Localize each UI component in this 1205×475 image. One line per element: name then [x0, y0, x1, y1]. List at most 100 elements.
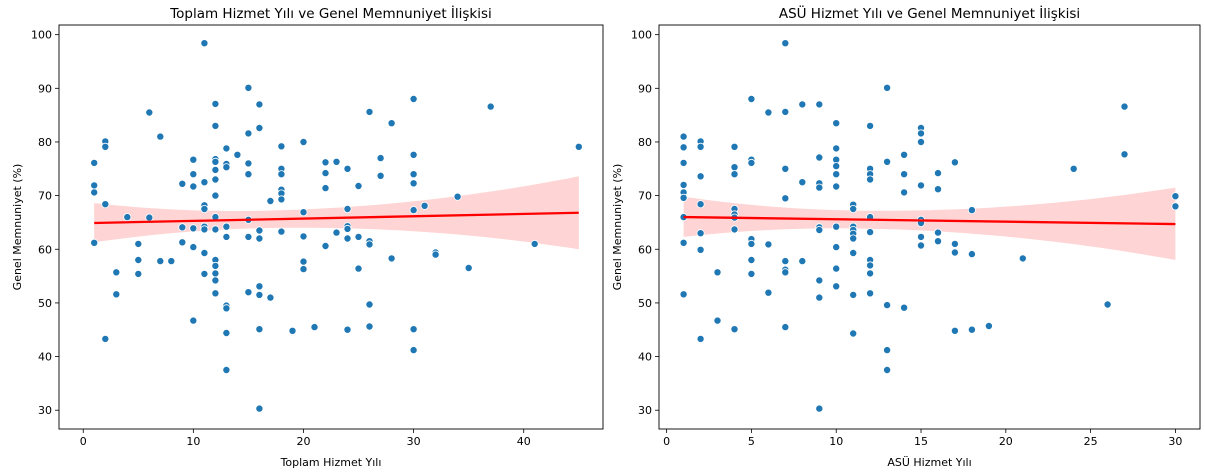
data-point: [343, 325, 352, 334]
data-point: [288, 326, 297, 335]
x-tick-label: 5: [748, 435, 755, 448]
x-tick-label: 10: [829, 435, 843, 448]
data-point: [365, 240, 374, 249]
scatter-points: [679, 39, 1180, 413]
data-point: [1171, 192, 1180, 201]
data-point: [866, 121, 875, 130]
data-point: [832, 264, 841, 273]
data-point: [713, 316, 722, 325]
y-tick-label: 100: [631, 29, 652, 42]
data-point: [134, 239, 143, 248]
data-point: [211, 157, 220, 166]
data-point: [1171, 202, 1180, 211]
data-point: [255, 290, 264, 299]
data-point: [832, 144, 841, 153]
data-point: [244, 170, 253, 179]
data-point: [1069, 164, 1078, 173]
data-point: [849, 248, 858, 257]
data-point: [244, 288, 253, 297]
data-point: [883, 346, 892, 355]
chart-title: ASÜ Hizmet Yılı ve Genel Memnuniyet İliş…: [779, 4, 1080, 22]
data-point: [233, 150, 242, 159]
data-point: [883, 157, 892, 166]
data-point: [832, 182, 841, 191]
data-point: [781, 107, 790, 116]
data-point: [189, 243, 198, 252]
chart-title: Toplam Hizmet Yılı ve Genel Memnuniyet İ…: [169, 4, 492, 22]
data-point: [866, 175, 875, 184]
data-point: [200, 204, 209, 213]
y-tick-label: 100: [31, 29, 52, 42]
data-point: [696, 245, 705, 254]
data-point: [917, 181, 926, 190]
data-point: [134, 255, 143, 264]
data-point: [321, 169, 330, 178]
data-point: [1018, 254, 1027, 263]
data-point: [134, 269, 143, 278]
y-tick-label: 90: [38, 82, 52, 95]
data-point: [299, 232, 308, 241]
data-point: [815, 183, 824, 192]
data-point: [409, 95, 418, 104]
data-point: [713, 268, 722, 277]
data-point: [696, 334, 705, 343]
data-point: [883, 83, 892, 92]
regression-line: [683, 215, 1176, 226]
data-point: [332, 157, 341, 166]
data-point: [365, 322, 374, 331]
data-point: [178, 238, 187, 247]
data-point: [255, 234, 264, 243]
x-tick-label: 20: [296, 435, 310, 448]
data-point: [530, 239, 539, 248]
data-point: [244, 83, 253, 92]
data-point: [815, 293, 824, 302]
data-point: [90, 181, 99, 190]
data-point: [730, 225, 739, 234]
data-point: [321, 158, 330, 167]
data-point: [917, 129, 926, 138]
scatter-points: [90, 39, 583, 413]
data-point: [145, 213, 154, 222]
data-point: [244, 232, 253, 241]
y-tick-label: 80: [638, 136, 652, 149]
data-point: [420, 201, 429, 210]
data-point: [332, 228, 341, 237]
data-point: [343, 224, 352, 233]
data-point: [967, 250, 976, 259]
data-point: [189, 224, 198, 233]
data-point: [950, 239, 959, 248]
data-point: [696, 172, 705, 181]
data-point: [409, 325, 418, 334]
data-point: [211, 191, 220, 200]
data-point: [815, 100, 824, 109]
data-point: [299, 137, 308, 146]
data-point: [354, 232, 363, 241]
x-tick-label: 25: [1084, 435, 1098, 448]
plot-frame: [58, 24, 604, 430]
data-point: [679, 290, 688, 299]
chart-2: 0 5 10 15 20 25 30 30 40 50 60 70 80 90 100 ASÜ Hizmet …: [611, 4, 1201, 469]
data-point: [984, 321, 993, 330]
data-point: [917, 137, 926, 146]
data-point: [211, 99, 220, 108]
data-point: [747, 158, 756, 167]
data-point: [189, 155, 198, 164]
data-point: [211, 289, 220, 298]
data-point: [815, 153, 824, 162]
x-tick-label: 0: [663, 435, 670, 448]
data-point: [167, 257, 176, 266]
data-point: [798, 257, 807, 266]
y-tick-label: 30: [638, 404, 652, 417]
y-tick-label: 60: [38, 243, 52, 256]
data-point: [781, 194, 790, 203]
data-point: [156, 132, 165, 141]
data-point: [832, 162, 841, 171]
data-point: [696, 200, 705, 209]
data-point: [815, 404, 824, 413]
data-point: [747, 269, 756, 278]
x-tick-label: 30: [407, 435, 421, 448]
data-point: [211, 269, 220, 278]
data-point: [156, 257, 165, 266]
data-point: [222, 232, 231, 241]
data-point: [747, 255, 756, 264]
